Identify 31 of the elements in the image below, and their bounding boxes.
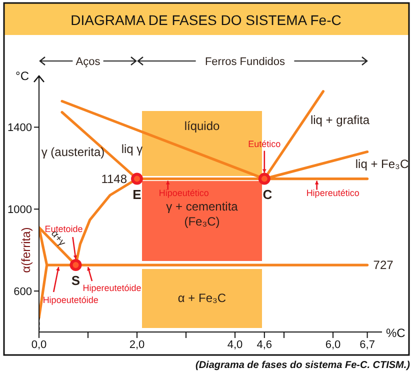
y-tick-label: 1400 (8, 122, 32, 134)
x-axis-title: %C (386, 326, 406, 340)
annotation: 727 (373, 258, 394, 272)
text: Ferros Fundidos (204, 56, 286, 68)
y-axis-title: °C (16, 69, 30, 83)
annotation: γ + cementita (Fe₃C) (166, 200, 238, 228)
text: (Diagrama de fases do sistema Fe-C. CTISM.) (195, 360, 411, 371)
annotation: liq + Fe₃C (355, 157, 409, 171)
x-tick-label: 6,7 (360, 338, 375, 351)
annotation: Hipereutetóide (82, 283, 142, 294)
annotation: Hipoeutético (158, 188, 209, 198)
chart-title: DIAGRAMA DE FASES DO SISTEMA Fe-C (70, 12, 342, 28)
annotation: α + Fe₃C (178, 291, 226, 305)
x-tick-label: 2,0 (129, 338, 145, 351)
annotation: S (71, 273, 80, 288)
annotation: Hipoeutetóide (42, 295, 98, 306)
y-tick-label: 600 (14, 286, 32, 298)
annotation: liq + grafita (310, 113, 370, 127)
x-tick-label: 4,0 (227, 338, 243, 351)
x-tick-label: 4,6 (256, 338, 272, 351)
annotation: Hipereutético (306, 188, 360, 198)
annotation: E (132, 186, 142, 202)
text: Aços (76, 56, 101, 68)
y-tick-label: 1000 (8, 204, 32, 216)
x-tick-label: 6,0 (325, 338, 341, 351)
x-tick-label: 0,0 (31, 338, 47, 351)
annotation: 1148 (101, 172, 128, 186)
annotation: C (262, 186, 273, 202)
annotation: líquido (184, 119, 220, 133)
annotation: γ (austerita) (41, 145, 105, 159)
text: α(ferrita) (19, 227, 33, 273)
